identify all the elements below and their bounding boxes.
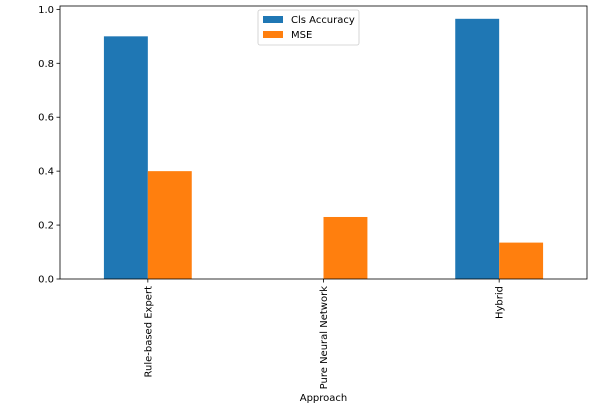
- x-axis: Rule-based Expert Pure Neural Network Hybr…: [143, 279, 506, 390]
- bar-mse-1: [147, 171, 192, 279]
- y-tick-label: 0.6: [38, 113, 54, 124]
- y-tick-label: 1.0: [38, 5, 54, 16]
- y-tick-label: 0.8: [38, 59, 54, 70]
- bar-cls-accuracy-3: [455, 18, 500, 280]
- bar-cls-accuracy-1: [103, 36, 148, 280]
- x-tick-label: Hybrid: [495, 286, 506, 319]
- y-tick-label: 0.4: [38, 167, 54, 178]
- y-axis: 0.0 0.2 0.4 0.6 0.8 1.0: [38, 5, 60, 286]
- x-axis-title: Approach: [300, 393, 348, 404]
- y-tick-label: 0.2: [38, 221, 54, 232]
- bar-mse-2: [323, 216, 368, 279]
- legend-box: [257, 9, 360, 46]
- x-tick-label: Pure Neural Network: [319, 286, 330, 390]
- legend-label: Cls Accuracy: [291, 15, 355, 26]
- legend-swatch-mse: [263, 31, 283, 38]
- bars-group: [103, 18, 544, 280]
- y-tick-label: 0.0: [38, 275, 54, 286]
- legend-swatch-cls-accuracy: [263, 16, 283, 23]
- x-tick-label: Rule-based Expert: [143, 286, 154, 378]
- plot-frame: [59, 5, 588, 280]
- bar-mse-3: [499, 242, 544, 279]
- legend: Cls Accuracy MSE: [257, 9, 360, 46]
- legend-label: MSE: [291, 30, 312, 41]
